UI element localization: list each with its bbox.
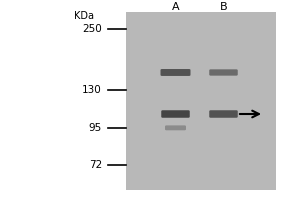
FancyBboxPatch shape (160, 69, 190, 76)
FancyBboxPatch shape (165, 125, 186, 130)
FancyBboxPatch shape (209, 69, 238, 76)
Text: 130: 130 (82, 85, 102, 95)
Text: 72: 72 (89, 160, 102, 170)
Text: 95: 95 (89, 123, 102, 133)
FancyBboxPatch shape (126, 12, 276, 190)
FancyBboxPatch shape (209, 110, 238, 118)
Text: A: A (172, 2, 179, 12)
Text: KDa: KDa (74, 11, 94, 21)
FancyBboxPatch shape (161, 110, 190, 118)
Text: 250: 250 (82, 24, 102, 34)
Text: B: B (220, 2, 227, 12)
